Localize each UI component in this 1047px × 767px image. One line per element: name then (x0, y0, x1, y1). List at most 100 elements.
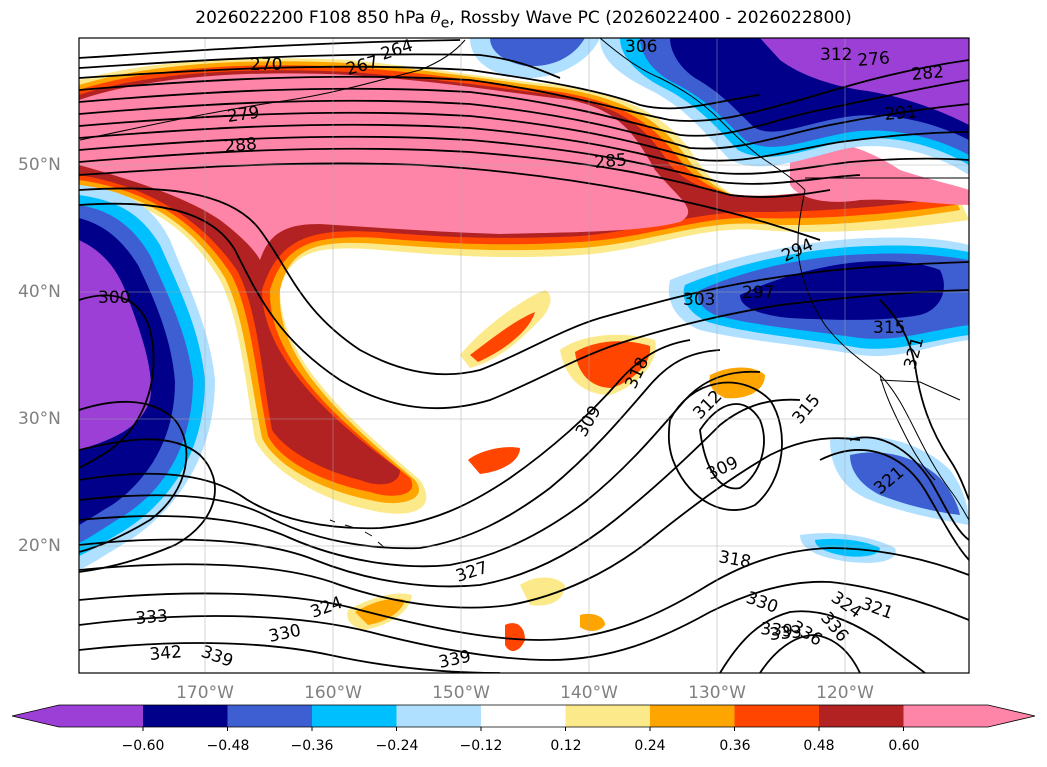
colorbar-tick-label: −0.60 (121, 738, 165, 754)
colorbar-segment (396, 705, 482, 727)
alaska-coast (599, 38, 806, 191)
contour-line (667, 381, 783, 511)
lon-label-140w: 140°W (560, 683, 618, 703)
shading-layer (79, 38, 969, 652)
colorbar-outline (11, 704, 1036, 728)
contour-label: 312 (820, 45, 852, 65)
subtropic-warm-5 (580, 613, 605, 631)
subtropic-warm-2 (355, 598, 405, 625)
contour-line (849, 436, 969, 541)
central-warm-2 (470, 312, 535, 362)
west-cold-purple (79, 240, 151, 450)
contour-label: 279 (226, 103, 261, 127)
contour-line (79, 437, 861, 609)
gulf-alaska-top-cyan (490, 38, 585, 67)
north-pacific-pink (79, 73, 689, 260)
contour-label: 288 (224, 134, 258, 157)
contour-line (79, 642, 501, 673)
contour-line (79, 147, 831, 198)
contour-label: 285 (594, 150, 628, 173)
contour-line (79, 79, 969, 137)
subtropic-warm-4 (520, 577, 565, 606)
lon-label-120w: 120°W (816, 683, 874, 703)
contour-line (79, 187, 969, 376)
colorbar-tick-label: 0.48 (803, 738, 835, 754)
contour-label: 339 (760, 619, 794, 642)
contour-line (79, 580, 969, 661)
contour-line (79, 438, 216, 573)
colorbar-segment (143, 705, 228, 727)
aleutian-islands (79, 39, 466, 141)
colorbar-segment (819, 705, 904, 727)
lat-label-40n: 40°N (18, 282, 61, 302)
colorbar-segment (650, 705, 735, 727)
baja-california (879, 374, 936, 481)
contour-line (79, 162, 821, 241)
contour-line (719, 610, 926, 673)
contour-label: 306 (625, 37, 657, 57)
contour-line (79, 339, 691, 530)
map-title: 2026022200 F108 850 hPa θe, Rossby Wave … (195, 8, 852, 32)
contour-line (79, 53, 561, 79)
baja-cold-blue (850, 452, 960, 515)
hawaii-islands (329, 519, 386, 549)
colorbar-extend-right (988, 705, 1035, 727)
colorbar-segment (903, 705, 988, 727)
colorbar-tick-label: 0.24 (634, 738, 666, 754)
contour-line (819, 449, 969, 561)
grid-layer (79, 38, 969, 673)
contour-label: 282 (911, 62, 945, 85)
colorbar-extend-left (12, 705, 59, 727)
contour-label: 333 (769, 622, 803, 645)
contour-label: 315 (873, 318, 905, 338)
colorbar (11, 704, 1036, 731)
contour-line (79, 123, 969, 175)
central-warm-6 (468, 447, 520, 474)
colorbar-segment (565, 705, 651, 727)
us-mexico-border (879, 379, 961, 401)
colorbar-tick-label: 0.60 (888, 738, 920, 754)
contour-label: 291 (884, 102, 918, 125)
contour-layer (79, 39, 969, 673)
plot-frame (78, 37, 970, 674)
lon-label-170w: 170°W (176, 683, 234, 703)
contour-line (79, 39, 461, 59)
contour-label: 297 (742, 283, 774, 303)
contour-line (79, 349, 721, 550)
contour-line (879, 299, 969, 501)
contour-line (79, 111, 969, 162)
colorbar-segment (59, 705, 143, 727)
colorbar-segment (312, 705, 397, 727)
contour-line (79, 135, 861, 185)
contour-label: 342 (149, 642, 183, 665)
subtropic-warm-3 (505, 623, 525, 652)
colorbar-tick-label: −0.24 (375, 738, 419, 754)
colorbar-segment (734, 705, 820, 727)
contour-label: 333 (135, 606, 169, 629)
contour-line (79, 400, 188, 553)
contour-line (79, 59, 969, 122)
contour-line (759, 634, 861, 673)
contour-line (79, 547, 969, 641)
colorbar-segment (481, 705, 566, 727)
colorbar-tick-label: −0.12 (459, 738, 503, 754)
contour-line (79, 294, 155, 469)
contour-label: 300 (98, 288, 130, 308)
colorbar-tick-label: −0.48 (206, 738, 250, 754)
contour-line (79, 65, 761, 110)
colorbar-tick-label: 0.36 (719, 738, 751, 754)
lat-label-50n: 50°N (18, 155, 61, 175)
colorbar-tick-label: 0.12 (550, 738, 582, 754)
lon-label-160w: 160°W (304, 683, 362, 703)
contour-label: 270 (250, 55, 282, 75)
north-america-coast (797, 189, 969, 521)
contour-line (699, 403, 765, 490)
contour-label: 276 (857, 48, 891, 71)
colorbar-tick-label: −0.36 (290, 738, 334, 754)
contour-label: 303 (683, 290, 715, 310)
lon-label-150w: 150°W (432, 683, 490, 703)
lat-label-20n: 20°N (18, 536, 61, 556)
coastline-layer (79, 38, 969, 549)
contour-line (79, 202, 969, 410)
